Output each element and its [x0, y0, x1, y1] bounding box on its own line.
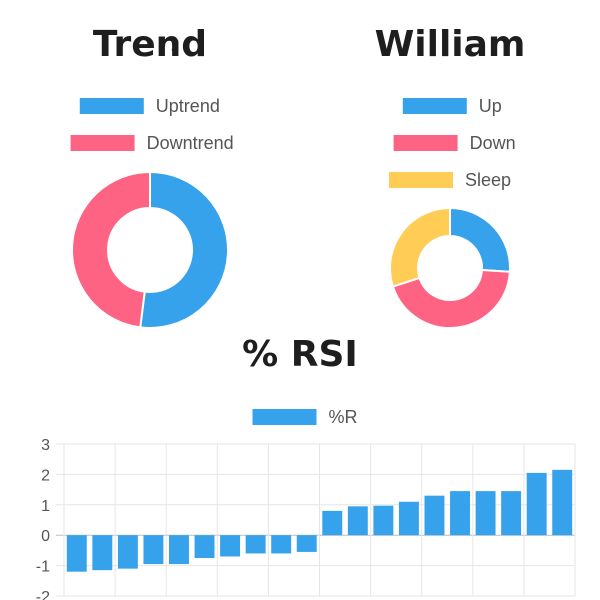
- legend-swatch-down[interactable]: [393, 135, 458, 151]
- bar-16[interactable]: [450, 491, 470, 536]
- bar-15[interactable]: [424, 495, 445, 536]
- legend-label-down[interactable]: Down: [470, 133, 516, 153]
- legend-swatch-downtrend[interactable]: [70, 135, 135, 151]
- bar-10[interactable]: [296, 535, 317, 552]
- bar-8[interactable]: [245, 535, 266, 554]
- legend-label-uptrend[interactable]: Uptrend: [156, 96, 220, 116]
- bar-12[interactable]: [347, 506, 368, 536]
- bar-20[interactable]: [552, 469, 573, 536]
- y-tick-label: 1: [41, 498, 50, 515]
- y-tick-label: 2: [41, 467, 50, 484]
- bar-2[interactable]: [92, 535, 113, 571]
- y-tick-label: -2: [36, 589, 50, 600]
- trend-chart-title: Trend: [92, 24, 208, 65]
- bar-13[interactable]: [373, 505, 394, 536]
- bar-11[interactable]: [322, 510, 343, 536]
- rsi-chart-title: % RSI: [242, 334, 358, 375]
- bar-19[interactable]: [526, 472, 547, 536]
- slice-uptrend[interactable]: [139, 170, 229, 329]
- y-tick-label: 0: [41, 528, 50, 545]
- y-tick-label: -1: [36, 559, 50, 576]
- bar-6[interactable]: [194, 535, 215, 558]
- legend-swatch-sleep[interactable]: [389, 172, 453, 188]
- bar-4[interactable]: [143, 535, 164, 565]
- legend-label-up[interactable]: Up: [479, 96, 502, 116]
- bar-9[interactable]: [271, 535, 292, 554]
- slice-sleep[interactable]: [389, 206, 451, 288]
- bar-3[interactable]: [117, 535, 138, 569]
- bar-17[interactable]: [475, 491, 496, 536]
- william-chart-title: William: [374, 24, 526, 65]
- bar-18[interactable]: [501, 491, 522, 536]
- legend-swatch-uptrend[interactable]: [79, 98, 144, 114]
- legend-label-downtrend[interactable]: Downtrend: [147, 133, 234, 153]
- bar-14[interactable]: [398, 501, 419, 536]
- bar-7[interactable]: [220, 535, 241, 557]
- legend-swatch-r[interactable]: [252, 409, 317, 425]
- slice-down[interactable]: [391, 268, 511, 329]
- bar-5[interactable]: [169, 535, 189, 565]
- legend-swatch-up[interactable]: [402, 98, 467, 114]
- bar-1[interactable]: [66, 535, 87, 572]
- y-tick-label: 3: [41, 437, 50, 454]
- slice-downtrend[interactable]: [71, 170, 151, 329]
- cut-off-heading: ' ,: [170, 0, 372, 54]
- legend-label-percent-r[interactable]: %R: [329, 407, 358, 427]
- legend-label-sleep[interactable]: Sleep: [465, 170, 511, 190]
